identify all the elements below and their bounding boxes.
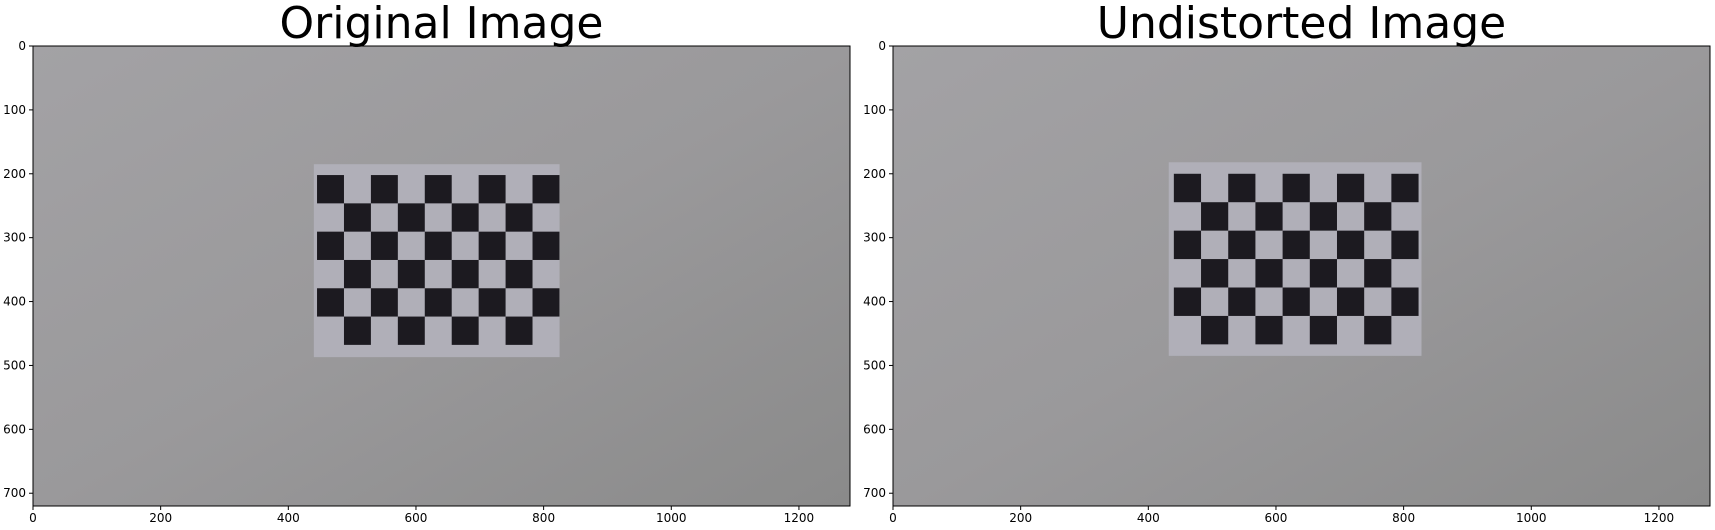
y-tick-label: 700 <box>3 486 26 500</box>
checker-square <box>1173 173 1202 203</box>
checker-square <box>424 175 452 204</box>
image-panel: 0 200 400 600 800 1000 1200 0 100 200 300 400 500 600… <box>3 0 851 525</box>
checker-square <box>1228 287 1256 316</box>
checker-square <box>1309 315 1337 345</box>
checker-square <box>505 259 533 289</box>
y-tick-label: 600 <box>863 422 886 436</box>
x-tick-label: 600 <box>405 511 428 525</box>
y-tick-label: 600 <box>3 422 26 436</box>
checker-square <box>1309 202 1337 231</box>
y-tick-label: 100 <box>3 103 26 117</box>
x-tick-label: 0 <box>29 511 37 525</box>
x-tick-label: 400 <box>1137 511 1160 525</box>
checker-square <box>1336 230 1365 260</box>
checker-square <box>397 316 425 345</box>
checker-square <box>451 259 479 289</box>
x-tick-label: 600 <box>1265 511 1288 525</box>
checker-square <box>1391 173 1419 203</box>
x-tick-label: 0 <box>889 511 897 525</box>
checker-square <box>1282 173 1310 203</box>
checker-square <box>1336 173 1365 203</box>
x-tick-label: 1000 <box>1516 511 1547 525</box>
x-tick-label: 800 <box>1392 511 1415 525</box>
x-tick-label: 1200 <box>1644 511 1675 525</box>
y-tick-label: 400 <box>3 295 26 309</box>
y-tick-label: 300 <box>863 231 886 245</box>
x-tick-label: 1000 <box>656 511 687 525</box>
y-tick-label: 0 <box>18 39 26 53</box>
checker-square <box>424 288 452 317</box>
axes-frame <box>892 45 1711 507</box>
checker-square <box>505 203 533 232</box>
checker-square <box>1309 259 1337 288</box>
checker-square <box>1228 230 1256 260</box>
y-tick-label: 100 <box>863 103 886 117</box>
y-tick-label: 200 <box>3 167 26 181</box>
image-panel: 0 200 400 600 800 1000 1200 0 100 200 300 400 500 600… <box>863 0 1711 525</box>
checker-square <box>1201 202 1229 231</box>
checker-square <box>1282 230 1310 260</box>
panel-title: Original Image <box>280 0 604 49</box>
x-tick-label: 200 <box>149 511 172 525</box>
checker-square <box>1391 230 1419 260</box>
checker-square <box>451 203 479 232</box>
y-tick-label: 300 <box>3 231 26 245</box>
checker-square <box>1364 315 1392 345</box>
panel-title: Undistorted Image <box>1097 0 1506 49</box>
checker-square <box>505 316 533 345</box>
y-tick-label: 500 <box>3 358 26 372</box>
x-tick-label: 200 <box>1009 511 1032 525</box>
checker-square <box>532 288 560 317</box>
checker-square <box>397 259 425 289</box>
checker-square <box>1391 287 1419 316</box>
checker-square <box>478 175 506 204</box>
x-tick-label: 1200 <box>784 511 815 525</box>
y-tick-label: 200 <box>863 167 886 181</box>
checker-square <box>397 203 425 232</box>
checker-square <box>1336 287 1365 316</box>
checker-square <box>1255 259 1283 288</box>
checker-square <box>478 288 506 317</box>
checker-square <box>343 316 371 345</box>
y-tick-label: 400 <box>863 295 886 309</box>
checker-square <box>532 175 560 204</box>
y-tick-label: 0 <box>878 39 886 53</box>
checker-square <box>343 259 371 289</box>
checker-square <box>317 231 344 260</box>
checker-square <box>451 316 479 345</box>
checker-square <box>1201 315 1229 345</box>
checker-square <box>1228 173 1256 203</box>
checker-square <box>317 288 344 317</box>
checker-square <box>317 175 344 204</box>
y-tick-label: 500 <box>863 358 886 372</box>
checker-square <box>1282 287 1310 316</box>
checker-square <box>532 231 560 260</box>
checker-square <box>343 203 371 232</box>
x-tick-label: 400 <box>277 511 300 525</box>
checker-square <box>1173 230 1202 260</box>
checker-square <box>1255 315 1283 345</box>
y-tick-label: 700 <box>863 486 886 500</box>
checker-square <box>1364 202 1392 231</box>
checker-square <box>1201 259 1229 288</box>
checker-square <box>370 231 398 260</box>
x-tick-label: 800 <box>532 511 555 525</box>
checker-square <box>424 231 452 260</box>
checker-square <box>478 231 506 260</box>
checker-square <box>1364 259 1392 288</box>
checker-square <box>370 175 398 204</box>
checker-square <box>370 288 398 317</box>
axes-frame <box>32 45 851 507</box>
checker-square <box>1255 202 1283 231</box>
checker-square <box>1173 287 1202 316</box>
